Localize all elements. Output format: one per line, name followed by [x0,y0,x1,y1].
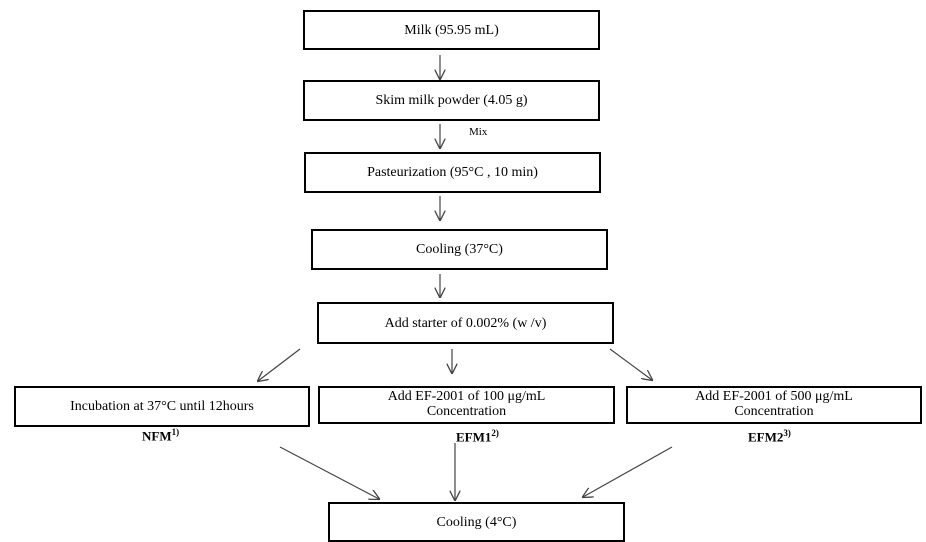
mix-label: Mix [469,126,488,138]
tag-efm2-text: EFM2 [748,429,784,445]
step-milk: Milk (95.95 mL) [303,10,600,50]
step-incubation: Incubation at 37°C until 12hours [14,386,310,427]
step-pasteurization: Pasteurization (95°C , 10 min) [304,152,601,193]
tag-nfm-footnote: 1) [171,427,180,437]
step-add-ef2001-500-label: Add EF-2001 of 500 μg/mL Concentration [695,389,853,419]
tag-efm2: EFM23) [748,428,791,445]
arrow-efm2-to-cooling [583,446,673,497]
step-add-ef2001-100: Add EF-2001 of 100 μg/mL Concentration [318,386,615,424]
step-add-starter: Add starter of 0.002% (w /v) [317,302,614,344]
tag-efm2-footnote: 3) [783,428,791,438]
tag-nfm-text: NFM [142,428,172,444]
step-cooling-4: Cooling (4°C) [328,502,625,542]
tag-efm1-text: EFM1 [456,429,492,445]
step-pasteurization-label: Pasteurization (95°C , 10 min) [367,165,538,180]
arrow-starter-to-incubation [258,348,301,381]
arrow-nfm-to-cooling [279,446,379,499]
step-skim-milk-powder: Skim milk powder (4.05 g) [303,80,600,121]
tag-efm1-footnote: 2) [491,428,499,438]
step-milk-label: Milk (95.95 mL) [404,22,499,38]
step-add-starter-label: Add starter of 0.002% (w /v) [384,315,547,331]
step-incubation-label: Incubation at 37°C until 12hours [70,399,254,414]
step-add-ef2001-500: Add EF-2001 of 500 μg/mL Concentration [626,386,922,424]
step-skim-milk-powder-label: Skim milk powder (4.05 g) [375,93,528,108]
step-add-ef2001-100-label: Add EF-2001 of 100 μg/mL Concentration [387,389,546,419]
step-cooling-4-label: Cooling (4°C) [436,514,517,530]
tag-nfm: NFM1) [142,427,179,444]
tag-efm1: EFM12) [456,428,499,445]
step-cooling-37-label: Cooling (37°C) [416,242,503,257]
step-cooling-37: Cooling (37°C) [311,229,608,270]
arrow-starter-to-ef500 [609,348,652,380]
